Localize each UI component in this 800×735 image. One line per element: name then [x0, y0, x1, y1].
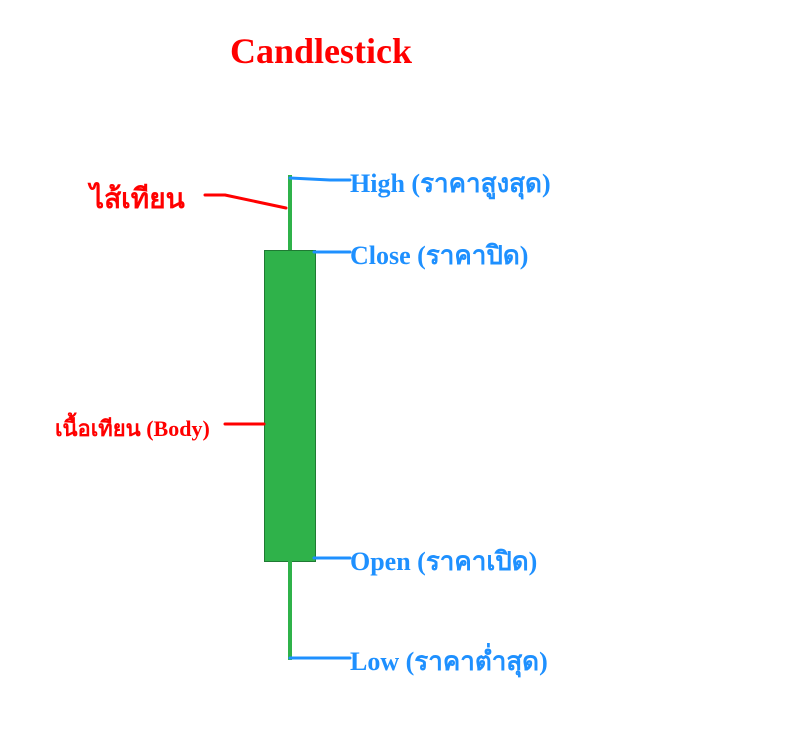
leader-body-label [221, 420, 268, 428]
diagram-title: Candlestick [230, 30, 412, 72]
leader-close [310, 248, 354, 256]
label-high: High (ราคาสูงสุด) [350, 163, 551, 204]
leader-wick-label [201, 191, 290, 212]
leader-open [310, 554, 354, 562]
label-low: Low (ราคาต่ำสุด) [350, 641, 548, 682]
leader-low [286, 654, 354, 662]
diagram-stage: Candlestick High (ราคาสูงสุด) Close (ราค… [0, 0, 800, 735]
label-close: Close (ราคาปิด) [350, 235, 528, 276]
leader-high [286, 174, 354, 184]
label-body: เนื้อเทียน (Body) [55, 411, 210, 446]
label-open: Open (ราคาเปิด) [350, 541, 537, 582]
candle-lower-wick [288, 560, 292, 660]
label-wick: ไส้เทียน [90, 177, 185, 221]
candle-upper-wick [288, 175, 292, 250]
candle-body [264, 250, 316, 562]
